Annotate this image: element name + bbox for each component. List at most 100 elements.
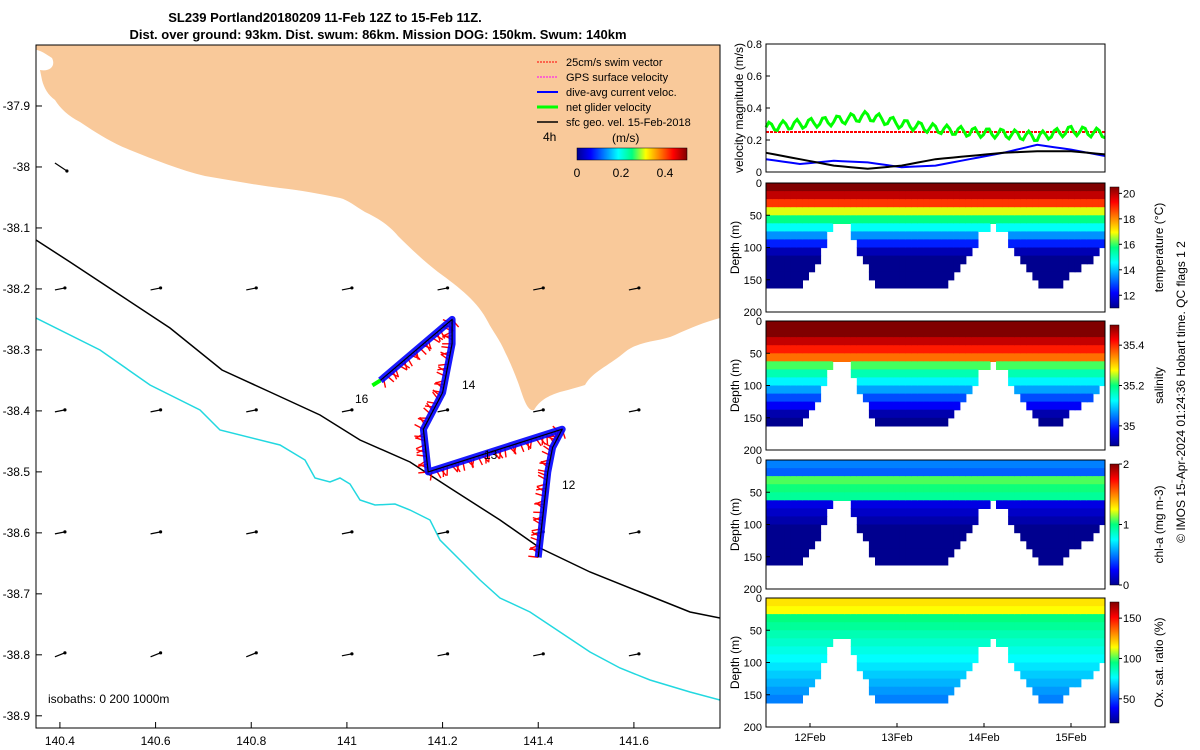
section-cell bbox=[784, 622, 791, 631]
map-y-tick-label: -38.6 bbox=[3, 526, 31, 540]
section-cell bbox=[905, 263, 912, 273]
section-cell bbox=[1056, 460, 1064, 469]
section-cell bbox=[935, 239, 943, 249]
section-cell bbox=[844, 492, 852, 501]
section-cell bbox=[899, 183, 906, 192]
section-y-tick-label: 100 bbox=[744, 658, 762, 670]
section-cell bbox=[875, 409, 882, 419]
section-cell bbox=[1044, 460, 1052, 469]
section-cell bbox=[965, 468, 973, 477]
section-cell bbox=[953, 622, 961, 631]
section-cell bbox=[965, 337, 973, 346]
section-cell bbox=[899, 646, 906, 656]
section-cell bbox=[1092, 329, 1100, 338]
section-cell bbox=[881, 548, 888, 558]
section-cell bbox=[947, 476, 955, 485]
section-cell bbox=[959, 524, 967, 534]
section-cell bbox=[1086, 662, 1094, 672]
section-cell bbox=[947, 532, 955, 542]
section-cell bbox=[923, 476, 931, 485]
section-cell bbox=[862, 646, 870, 656]
section-cell bbox=[935, 385, 943, 395]
section-y-tick-label: 0 bbox=[756, 593, 762, 605]
section-cell bbox=[917, 329, 924, 338]
section-cell bbox=[790, 345, 797, 354]
section-cell bbox=[772, 183, 779, 192]
section-cell bbox=[1020, 353, 1027, 362]
section-cell bbox=[881, 694, 888, 704]
section-cell bbox=[875, 694, 882, 704]
section-cell bbox=[941, 255, 949, 265]
geo-arrow bbox=[150, 652, 161, 658]
section-cell bbox=[850, 638, 858, 647]
section-cell bbox=[850, 321, 858, 330]
section-colorbar-label: temperature (°C) bbox=[1152, 203, 1166, 293]
section-cell bbox=[1008, 369, 1015, 379]
section-cell bbox=[1032, 321, 1040, 330]
section-cell bbox=[802, 337, 809, 346]
section-cell bbox=[1014, 492, 1021, 501]
section-cell bbox=[905, 686, 912, 696]
section-cell bbox=[893, 329, 900, 338]
section-cell bbox=[905, 207, 912, 216]
section-cell bbox=[929, 385, 937, 395]
section-cell bbox=[953, 263, 961, 273]
section-cell bbox=[778, 223, 785, 232]
section-cell bbox=[1068, 678, 1076, 688]
section-cell bbox=[868, 484, 876, 493]
section-cell bbox=[1080, 638, 1088, 647]
section-cell bbox=[1014, 223, 1021, 232]
section-cell bbox=[796, 385, 803, 395]
section-cell bbox=[959, 223, 967, 232]
section-cell bbox=[772, 207, 779, 216]
section-cell bbox=[1068, 321, 1076, 330]
geo-arrow bbox=[341, 653, 353, 657]
section-cell bbox=[1032, 614, 1040, 623]
section-cell bbox=[778, 337, 785, 346]
section-cell bbox=[965, 385, 973, 395]
section-cell bbox=[1074, 516, 1082, 526]
section-cell bbox=[941, 524, 949, 534]
section-cell bbox=[790, 638, 797, 647]
section-cell bbox=[814, 500, 822, 509]
section-cell bbox=[905, 393, 912, 403]
section-cell bbox=[1044, 215, 1052, 224]
section-cell bbox=[868, 468, 876, 477]
section-cell bbox=[983, 460, 991, 469]
section-cell bbox=[1092, 199, 1100, 208]
section-cell bbox=[1020, 215, 1027, 224]
section-cell bbox=[808, 540, 816, 550]
section-cell bbox=[899, 271, 906, 281]
section-cell bbox=[917, 516, 924, 526]
section-cell bbox=[850, 353, 858, 362]
section-cell bbox=[766, 393, 773, 403]
section-cell bbox=[875, 417, 882, 427]
section-cell bbox=[977, 630, 985, 639]
section-cell bbox=[977, 598, 985, 607]
section-cell bbox=[802, 255, 809, 265]
section-cell bbox=[977, 638, 985, 647]
section-cell bbox=[796, 401, 803, 411]
section-cell bbox=[778, 646, 785, 656]
section-cell bbox=[899, 417, 906, 427]
section-cell bbox=[935, 191, 943, 200]
section-cell bbox=[772, 516, 779, 526]
section-cell bbox=[971, 606, 979, 615]
section-cell bbox=[1080, 199, 1088, 208]
section-cell bbox=[965, 654, 973, 664]
section-cell bbox=[814, 516, 822, 526]
section-cell bbox=[802, 393, 809, 403]
section-cell bbox=[1032, 678, 1040, 688]
section-cell bbox=[1062, 321, 1070, 330]
velocity-series-green bbox=[764, 109, 1106, 143]
section-cell bbox=[990, 614, 997, 623]
section-cell bbox=[1032, 215, 1040, 224]
section-cell bbox=[875, 524, 882, 534]
section-cell bbox=[917, 614, 924, 623]
section-cell bbox=[1026, 606, 1033, 615]
section-cell bbox=[808, 239, 816, 249]
section-cell bbox=[802, 516, 809, 526]
section-cell bbox=[820, 468, 828, 477]
section-cell bbox=[1008, 199, 1015, 208]
section-cell bbox=[1002, 337, 1009, 346]
